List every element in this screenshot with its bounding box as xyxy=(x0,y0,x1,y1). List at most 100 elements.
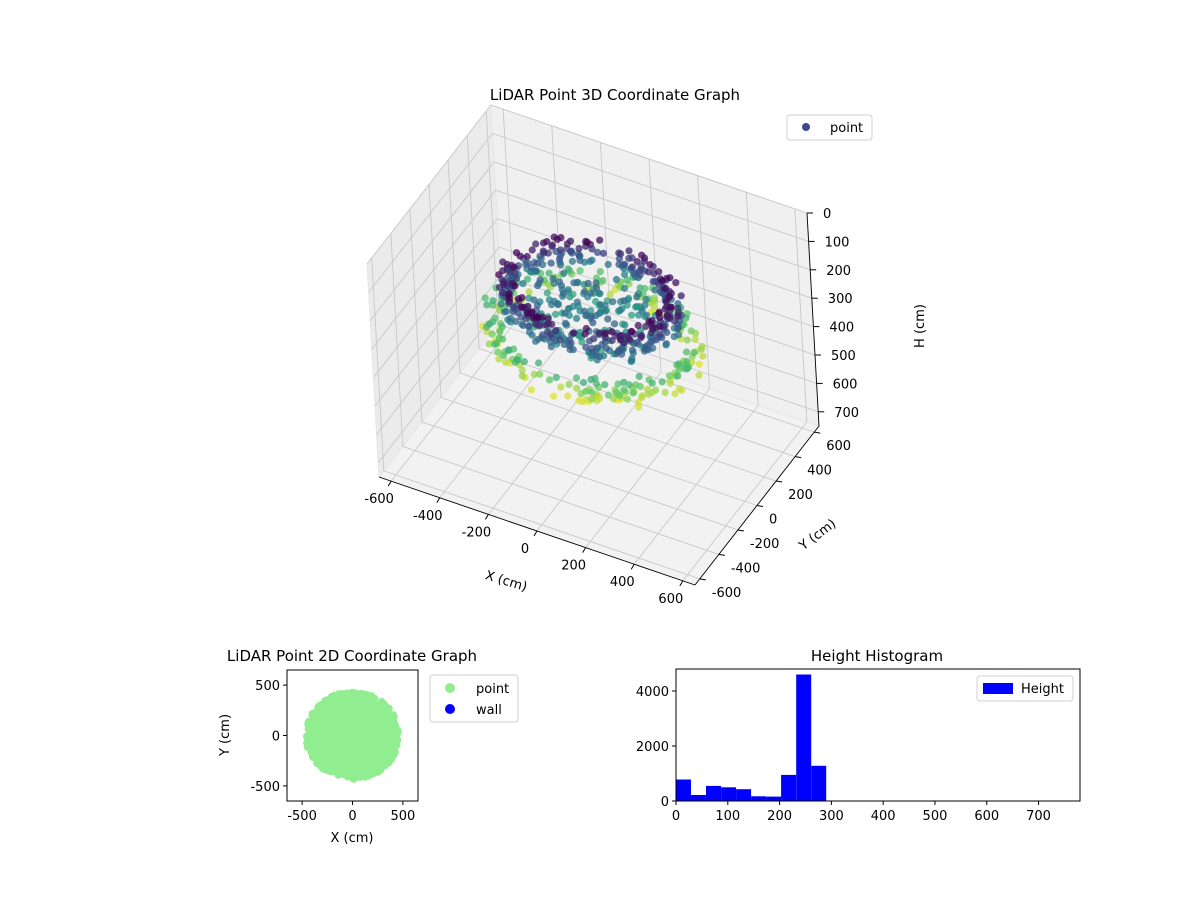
chart-3d-point xyxy=(599,276,607,285)
chart-3d-ticks: -600 -400 -200 0 200 400 600 -600 -400 -200 0 200 40… xyxy=(364,207,859,607)
chart-3d-point xyxy=(596,353,604,361)
chart-3d-point xyxy=(519,321,527,329)
chart-3d-point xyxy=(628,346,637,354)
chart-3d-point xyxy=(503,260,511,268)
chart-2d-point xyxy=(333,703,342,712)
chart-3d-gridline xyxy=(502,303,819,413)
chart-2d-point xyxy=(359,770,368,779)
chart-3d-point xyxy=(665,372,674,380)
histogram-y-tick-label: 0 xyxy=(661,795,669,810)
chart-3d-gridline xyxy=(697,175,711,389)
chart-3d-point xyxy=(671,390,679,398)
chart-2d-point xyxy=(373,767,382,776)
chart-3d-point xyxy=(674,325,682,333)
chart-3d-point xyxy=(584,279,592,287)
chart-3d-x-tick-label: 200 xyxy=(561,559,586,574)
histogram-y-tick-label: 2000 xyxy=(636,740,669,755)
chart-3d-gridline xyxy=(402,445,719,555)
chart-2d-point xyxy=(307,748,316,757)
chart-3d-point xyxy=(646,261,654,269)
chart-3d-point xyxy=(670,317,679,325)
chart-3d-point xyxy=(608,328,616,336)
chart-3d-point xyxy=(662,284,670,292)
chart-3d-point xyxy=(678,386,686,394)
chart-3d-point xyxy=(623,395,632,403)
chart-3d-point xyxy=(573,314,581,322)
chart-3d-point xyxy=(561,309,569,317)
chart-3d-point xyxy=(587,388,596,396)
chart-3d-point xyxy=(576,267,584,275)
chart-2d-point xyxy=(367,692,376,701)
chart-3d-x-tick xyxy=(582,547,587,553)
chart-3d-y-tick xyxy=(699,578,706,581)
chart-3d-point xyxy=(648,379,656,387)
chart-2d-legend: point wall xyxy=(429,674,519,723)
chart-3d-point xyxy=(538,333,546,342)
chart-3d-point xyxy=(645,390,653,398)
chart-2d-y-tick-label: 0 xyxy=(272,730,280,745)
histogram-bar xyxy=(736,789,752,801)
chart-3d-point xyxy=(683,358,691,366)
chart-3d-point xyxy=(567,248,575,256)
chart-3d-point xyxy=(547,343,555,351)
chart-3d-point xyxy=(661,305,669,313)
chart-3d-x-tick xyxy=(484,514,489,520)
chart-2d-point xyxy=(354,701,363,710)
chart-3d-point xyxy=(687,327,695,335)
chart-2d-point xyxy=(361,723,370,732)
chart-3d-point xyxy=(633,338,641,346)
chart-2d-point xyxy=(376,707,385,716)
chart-3d-y-tick-label: 0 xyxy=(769,513,777,528)
chart-3d-zlabel: H (cm) xyxy=(913,304,928,348)
chart-2d-point xyxy=(320,706,329,715)
chart-3d-point xyxy=(641,301,649,309)
chart-3d-point xyxy=(682,348,691,356)
chart-3d-gridline xyxy=(495,189,812,299)
histogram-x-tick-label: 700 xyxy=(1026,809,1051,824)
chart-3d-z-tick-label: 400 xyxy=(829,321,854,336)
histogram-y-tick-label: 4000 xyxy=(636,685,669,700)
chart-3d-point xyxy=(621,321,629,329)
chart-3d-point xyxy=(645,268,653,276)
chart-2d-point xyxy=(384,704,393,713)
chart-3d-point xyxy=(547,259,555,267)
chart-2d-point xyxy=(365,708,374,717)
chart-3d-point xyxy=(535,322,544,330)
chart-3d-point xyxy=(525,322,533,330)
chart-3d-point xyxy=(649,278,657,286)
chart-2d-point xyxy=(329,745,338,754)
chart-3d-point xyxy=(582,343,590,351)
chart-3d-point xyxy=(662,298,671,306)
chart-3d-z-tick-label: 500 xyxy=(831,349,856,364)
chart-2d-y-tick-label: 500 xyxy=(255,679,280,694)
chart-3d-ylabel: Y (cm) xyxy=(796,517,839,555)
chart-3d-point xyxy=(544,315,552,323)
chart-2d-x-tick-label: 0 xyxy=(348,809,356,824)
chart-3d-point xyxy=(604,391,613,399)
chart-3d-x-tick xyxy=(387,480,392,487)
chart-3d-point xyxy=(553,235,562,243)
chart-3d-y-tick-label: 600 xyxy=(826,439,851,454)
chart-3d-point xyxy=(556,246,565,254)
chart-3d-point xyxy=(642,322,650,331)
chart-3d-point xyxy=(516,252,524,260)
chart-3d-point xyxy=(621,270,629,279)
histogram-legend: Height xyxy=(976,675,1074,702)
chart-3d-xlabel: X (cm) xyxy=(483,568,529,595)
histogram-bar xyxy=(781,774,797,801)
chart-3d-point xyxy=(648,316,656,325)
chart-3d-point xyxy=(564,286,572,294)
chart-3d-point xyxy=(601,329,610,337)
chart-3d-point xyxy=(620,284,629,292)
chart-3d-point xyxy=(579,378,588,387)
chart-3d-point xyxy=(506,318,515,326)
chart-3d-point xyxy=(557,282,566,290)
chart-3d-gridline xyxy=(494,161,811,271)
chart-3d-point xyxy=(499,351,507,359)
chart-3d-point xyxy=(601,381,609,389)
chart-3d-point xyxy=(494,348,502,356)
chart-3d-gridline xyxy=(551,125,565,339)
histogram-bar xyxy=(691,795,706,801)
chart-3d-point xyxy=(656,323,664,331)
chart-3d-point xyxy=(486,320,494,328)
